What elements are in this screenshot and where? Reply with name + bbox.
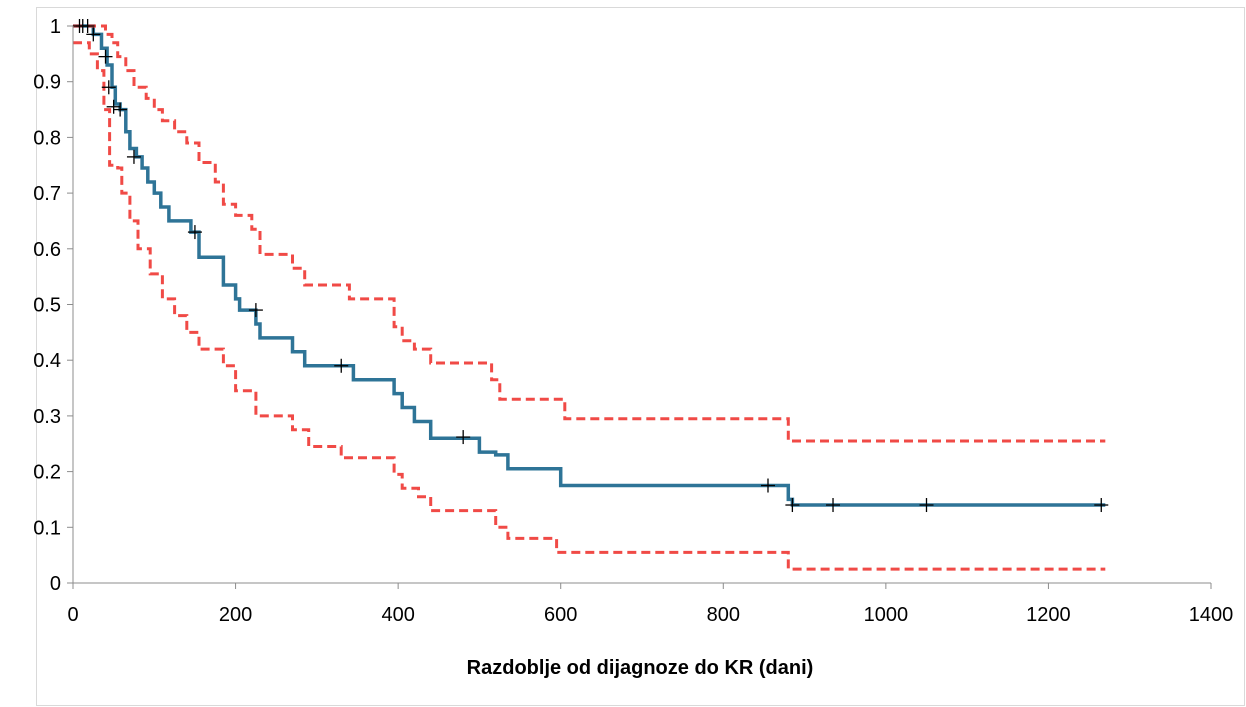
series-line-upper-ci <box>73 24 1106 443</box>
censored-marker <box>101 80 116 95</box>
y-tick-label: 0.2 <box>33 462 61 484</box>
x-tick-label: 1200 <box>1026 604 1071 626</box>
y-tick-label: 0.9 <box>33 72 61 94</box>
y-tick-label: 0.4 <box>33 350 61 372</box>
censored-marker <box>785 498 800 513</box>
censored-marker <box>106 99 121 114</box>
x-tick-label: 0 <box>67 604 78 626</box>
chart-frame <box>36 7 1245 706</box>
censored-marker <box>826 498 841 513</box>
censored-marker <box>113 102 128 117</box>
plot-layer <box>72 19 1109 571</box>
censored-marker <box>126 149 141 164</box>
y-tick-label: 1 <box>50 16 61 38</box>
censored-marker <box>187 225 202 240</box>
censored-marker <box>760 478 775 493</box>
x-tick-label: 600 <box>544 604 577 626</box>
censored-marker <box>919 498 934 513</box>
labels-layer: 0 0.1 0.2 0.3 0.4 0.5 0.6 0.7 0.8 0.9 1 0 200 400 600 8… <box>33 16 1233 626</box>
censored-marker <box>98 49 113 64</box>
censored-marker <box>86 27 101 42</box>
series-line-survival <box>73 24 1106 507</box>
axes-layer <box>67 25 1212 589</box>
series-line-lower-ci <box>73 41 1106 571</box>
y-tick-label: 0.5 <box>33 295 61 317</box>
x-tick-label: 400 <box>381 604 414 626</box>
censored-marker <box>1094 498 1109 513</box>
censored-marker <box>80 19 95 33</box>
y-tick-label: 0.1 <box>33 517 61 539</box>
x-tick-label: 200 <box>219 604 252 626</box>
x-axis-title: Razdoblje od dijagnoze do KR (dani) <box>467 657 814 679</box>
censored-marker <box>456 430 471 445</box>
censored-marker <box>248 303 263 318</box>
y-tick-label: 0 <box>50 573 61 595</box>
x-tick-label: 1000 <box>864 604 909 626</box>
y-tick-label: 0.3 <box>33 406 61 428</box>
y-tick-label: 0.7 <box>33 183 61 205</box>
y-tick-label: 0.6 <box>33 239 61 261</box>
x-tick-label: 800 <box>707 604 740 626</box>
censored-marker <box>334 358 349 373</box>
y-tick-label: 0.8 <box>33 127 61 149</box>
x-tick-label: 1400 <box>1189 604 1234 626</box>
